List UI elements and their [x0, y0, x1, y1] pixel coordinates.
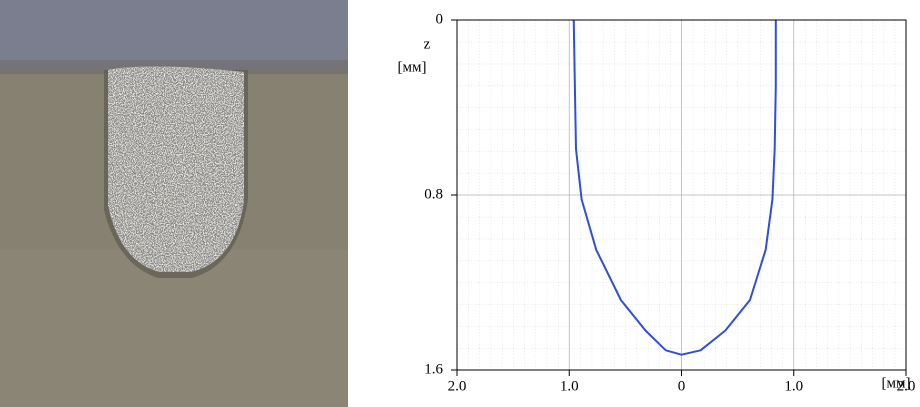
y-axis-label: z [424, 36, 431, 52]
micrograph [0, 0, 348, 407]
y-tick-label: 0 [436, 11, 444, 27]
y-tick-label: 0.8 [424, 186, 443, 202]
y-tick-label: 1.6 [424, 361, 443, 377]
x-tick-label: 2.0 [897, 378, 916, 394]
x-tick-label: 1.0 [560, 378, 579, 394]
y-axis-unit: [мм] [398, 59, 427, 75]
x-axis-unit: [мм] [882, 375, 911, 391]
x-tick-label: 1.0 [784, 378, 803, 394]
profile-line [572, 19, 777, 356]
x-tick-label: 0 [678, 378, 686, 394]
x-tick-label: 2.0 [448, 378, 467, 394]
